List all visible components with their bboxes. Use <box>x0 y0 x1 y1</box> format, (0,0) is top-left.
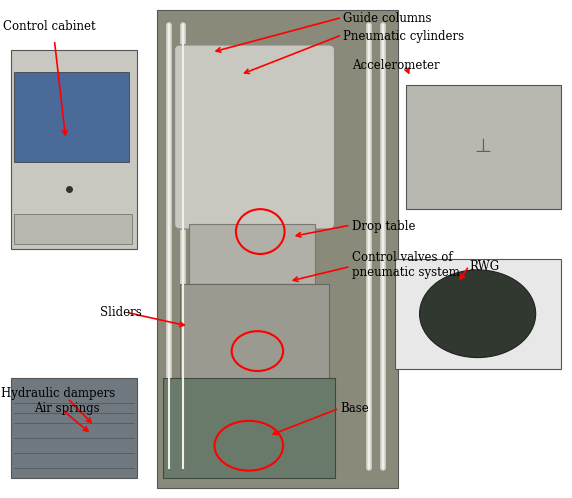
Text: ⊥: ⊥ <box>475 137 492 156</box>
Text: Base: Base <box>340 402 369 415</box>
Text: Control valves of
pneumatic system: Control valves of pneumatic system <box>352 251 460 279</box>
FancyBboxPatch shape <box>174 45 335 229</box>
Text: Guide columns: Guide columns <box>343 12 432 25</box>
Ellipse shape <box>419 270 535 358</box>
FancyBboxPatch shape <box>11 50 137 249</box>
Text: Control cabinet: Control cabinet <box>3 20 96 33</box>
Text: Accelerometer: Accelerometer <box>352 59 439 72</box>
FancyBboxPatch shape <box>395 259 561 369</box>
FancyBboxPatch shape <box>189 224 315 284</box>
FancyBboxPatch shape <box>406 85 561 209</box>
FancyBboxPatch shape <box>14 214 132 244</box>
Text: Air springs: Air springs <box>34 402 100 415</box>
Text: Drop table: Drop table <box>352 220 415 233</box>
FancyBboxPatch shape <box>163 378 335 478</box>
Text: Pneumatic cylinders: Pneumatic cylinders <box>343 30 464 43</box>
FancyBboxPatch shape <box>14 72 129 162</box>
FancyBboxPatch shape <box>180 284 329 388</box>
Text: Hydraulic dampers: Hydraulic dampers <box>1 387 116 400</box>
Text: Sliders: Sliders <box>100 306 142 319</box>
FancyBboxPatch shape <box>11 378 137 478</box>
FancyBboxPatch shape <box>157 10 398 488</box>
Text: RWG: RWG <box>469 260 499 273</box>
